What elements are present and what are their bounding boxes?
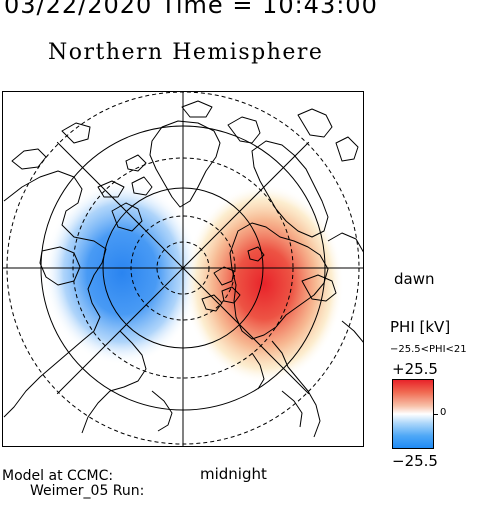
midnight-label: midnight bbox=[200, 465, 267, 483]
positive-potential-cell bbox=[184, 184, 344, 384]
colorbar-min-label: −25.5 bbox=[392, 452, 438, 470]
negative-potential-cell bbox=[44, 181, 200, 365]
run-label: Weimer_05 Run: bbox=[30, 483, 145, 499]
polar-map bbox=[2, 91, 364, 447]
colorbar-range: −25.5<PHI<21 bbox=[390, 344, 467, 355]
polar-map-svg bbox=[2, 91, 364, 447]
hemisphere-title: Northern Hemisphere bbox=[48, 40, 324, 65]
coastlines bbox=[3, 100, 364, 438]
map-frame bbox=[2, 91, 364, 447]
model-label: Model at CCMC: bbox=[2, 468, 114, 484]
colorbar bbox=[392, 379, 434, 449]
colorbar-title: PHI [kV] bbox=[390, 318, 451, 336]
colorbar-zero-label: 0 bbox=[440, 407, 447, 418]
datetime-header: 03/22/2020 Time = 10:43:00 bbox=[4, 0, 378, 19]
potential-pattern bbox=[44, 181, 344, 384]
dawn-label: dawn bbox=[394, 270, 435, 288]
colorbar-max-label: +25.5 bbox=[392, 360, 438, 378]
colorbar-zero-tick bbox=[434, 414, 438, 415]
